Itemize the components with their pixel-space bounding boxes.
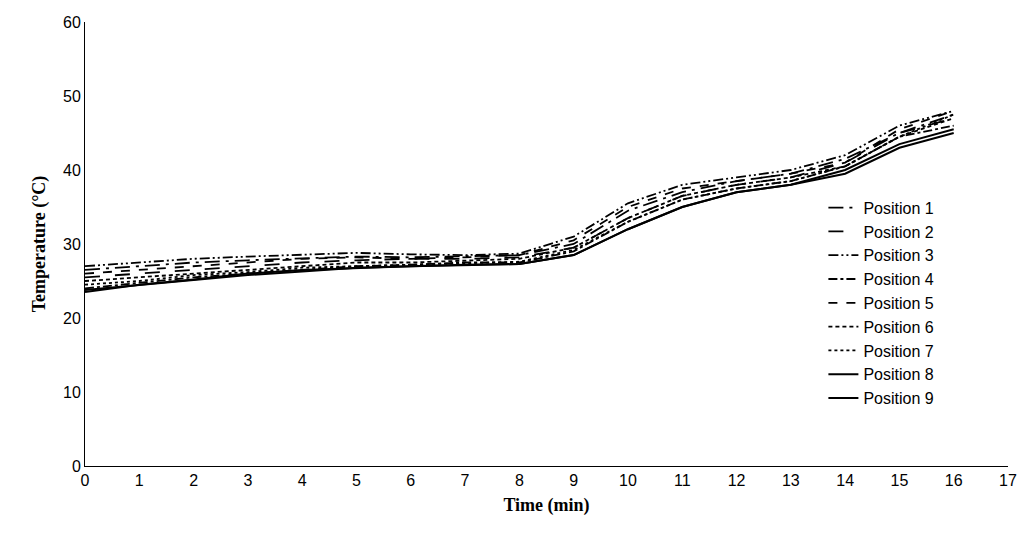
svg-text:40: 40 — [63, 162, 81, 179]
svg-text:13: 13 — [782, 472, 800, 489]
svg-text:4: 4 — [298, 472, 307, 489]
svg-text:Position 4: Position 4 — [863, 271, 933, 288]
svg-text:14: 14 — [836, 472, 854, 489]
svg-text:Position 6: Position 6 — [863, 319, 933, 336]
svg-text:0: 0 — [72, 458, 81, 475]
svg-text:Position 2: Position 2 — [863, 224, 933, 241]
svg-text:2: 2 — [189, 472, 198, 489]
svg-text:17: 17 — [999, 472, 1017, 489]
svg-text:0: 0 — [81, 472, 90, 489]
svg-text:6: 6 — [406, 472, 415, 489]
svg-text:20: 20 — [63, 310, 81, 327]
svg-text:50: 50 — [63, 88, 81, 105]
svg-text:8: 8 — [515, 472, 524, 489]
svg-text:3: 3 — [243, 472, 252, 489]
svg-text:Position 5: Position 5 — [863, 295, 933, 312]
svg-text:Position 7: Position 7 — [863, 343, 933, 360]
svg-text:10: 10 — [619, 472, 637, 489]
svg-text:Position 9: Position 9 — [863, 390, 933, 407]
svg-text:60: 60 — [63, 14, 81, 31]
svg-text:Time (min): Time (min) — [503, 495, 589, 516]
svg-text:5: 5 — [352, 472, 361, 489]
svg-text:7: 7 — [461, 472, 470, 489]
svg-text:Position 1: Position 1 — [863, 200, 933, 217]
svg-text:9: 9 — [569, 472, 578, 489]
svg-text:15: 15 — [891, 472, 909, 489]
svg-text:11: 11 — [674, 472, 691, 489]
svg-text:Position 3: Position 3 — [863, 247, 933, 264]
svg-text:1: 1 — [135, 472, 144, 489]
svg-text:16: 16 — [945, 472, 963, 489]
svg-text:10: 10 — [63, 384, 81, 401]
svg-text:30: 30 — [63, 236, 81, 253]
svg-text:12: 12 — [728, 472, 746, 489]
svg-text:Temperature (°C): Temperature (°C) — [29, 176, 50, 313]
svg-text:Position 8: Position 8 — [863, 366, 933, 383]
